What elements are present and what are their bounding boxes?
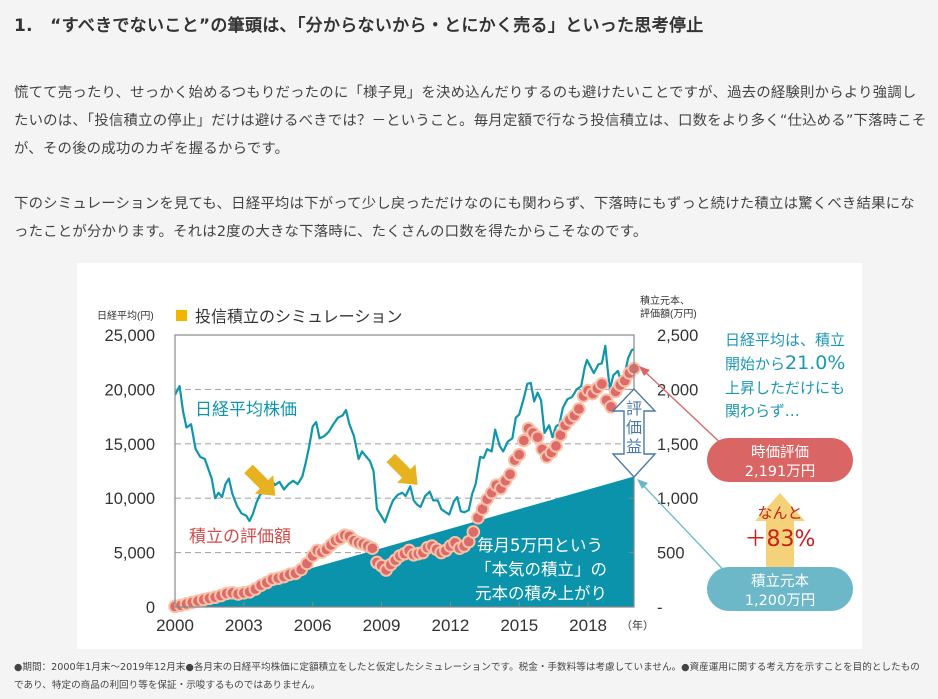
valuation-pointer-line [641, 368, 728, 450]
valuation-dot [503, 467, 517, 482]
simulation-chart: 日経平均(円) 投信積立のシミュレーション 積立元本、 評価額(万円) 25,0… [97, 294, 853, 635]
x-tick-label: 2018 [569, 616, 607, 635]
principal-label-line3: 元本の積み上がり [475, 584, 607, 603]
nikkei-note-line1: 日経平均は、積立 [725, 331, 845, 349]
x-tick-label: 2009 [363, 616, 401, 635]
left-tick-label: 20,000 [105, 381, 155, 399]
valuation-callout-value: 2,191万円 [745, 464, 816, 480]
gain-label-char2: 価 [626, 418, 642, 437]
nikkei-note: 日経平均は、積立 開始から21.0% 上昇しただけにも 関わらず… [725, 331, 845, 420]
principal-label-line1: 毎月5万円という [477, 536, 603, 555]
nikkei-note-line4: 関わらず… [725, 402, 800, 420]
nikkei-line [175, 344, 634, 524]
principal-pointer-line [639, 481, 735, 582]
nikkei-note-percent: 21.0% [785, 352, 845, 374]
nikkei-note-prefix: 開始から [725, 355, 785, 373]
nikkei-line-group [175, 344, 634, 524]
valuation-dot [572, 402, 586, 416]
down-arrows [244, 453, 418, 496]
valuation-dot [530, 430, 545, 445]
nikkei-note-line3: 上昇しただけにも [725, 379, 845, 397]
valuation-callout-title: 時価評価 [751, 444, 809, 461]
gain-label: 評 価 益 [626, 399, 642, 456]
right-tick-label: 2,500 [657, 327, 698, 345]
left-axis-title: 日経平均(円) [97, 309, 154, 322]
x-tick-label: 2012 [431, 616, 469, 635]
chart-card: 日経平均(円) 投信積立のシミュレーション 積立元本、 評価額(万円) 25,0… [77, 263, 862, 649]
down-arrow-icon [386, 453, 418, 485]
valuation-dot [549, 439, 563, 453]
principal-callout-title: 積立元本 [751, 573, 809, 590]
right-tick-label: 1,000 [657, 490, 698, 508]
principal-label-line2: 「本気の積立」の [475, 560, 607, 579]
principal-area-label: 毎月5万円という 「本気の積立」の 元本の積み上がり [475, 536, 607, 603]
right-axis-title-line2: 評価額(万円) [640, 307, 697, 320]
x-tick-label: 2006 [294, 616, 332, 635]
down-arrow-icon [244, 464, 276, 496]
right-tick-label: 2,000 [657, 381, 698, 399]
gain-double-arrow-icon [611, 387, 657, 479]
paragraph-2: 下のシミュレーションを見ても、日経平均は下がって少し戻っただけなのにも関わらず、… [14, 196, 915, 240]
valuation-series-label: 積立の評価額 [189, 527, 291, 547]
right-tick-label: 1,500 [657, 436, 698, 454]
principal-pointer-arrowhead-icon [637, 479, 648, 489]
increase-arrow-icon [755, 493, 805, 571]
valuation-dot [365, 541, 380, 556]
x-tick-label: 2015 [500, 616, 538, 635]
valuation-dot [517, 433, 531, 448]
valuation-dots-group [168, 361, 641, 614]
left-tick-label: 5,000 [114, 545, 155, 563]
chart-title: 投信積立のシミュレーション [195, 308, 402, 326]
legend-square-icon [176, 310, 187, 321]
right-axis-title-line1: 積立元本、 [640, 294, 690, 307]
valuation-dot [466, 525, 481, 539]
principal-callout [707, 567, 853, 611]
gain-text-nanto: なんと [757, 504, 802, 522]
axis-ticks: 25,000 20,000 15,000 10,000 5,000 0 2,500 2,000… [105, 327, 699, 635]
right-tick-label: - [657, 599, 663, 617]
nikkei-series-label: 日経平均株価 [195, 400, 297, 420]
left-tick-label: 0 [146, 599, 155, 617]
left-tick-label: 10,000 [105, 490, 155, 508]
right-tick-label: 500 [657, 545, 685, 563]
left-tick-label: 15,000 [105, 436, 155, 454]
x-tick-label: 2003 [225, 616, 263, 635]
valuation-callout [707, 438, 853, 482]
x-tick-label: 2000 [156, 616, 194, 635]
valuation-dot [512, 447, 527, 462]
gain-text-percent: ＋83% [745, 527, 816, 552]
gain-label-char3: 益 [626, 437, 642, 456]
paragraph-1: 慌てて売ったり、せっかく始めるつもりだったのに「様子見」を決め込んだりするのも避… [14, 85, 927, 157]
left-tick-label: 25,000 [105, 327, 155, 345]
principal-callout-value: 1,200万円 [745, 593, 816, 609]
section-heading: 1. “すべきでないこと”の筆頭は、「分からないから・とにかく売る」といった思考… [14, 16, 704, 36]
valuation-pointer-arrowhead-icon [639, 366, 650, 376]
down-arrow-shape [244, 464, 276, 496]
down-arrow-shape [386, 453, 418, 485]
nikkei-note-line2: 開始から21.0% [725, 352, 845, 374]
gain-label-char1: 評 [626, 399, 642, 418]
footnote: ●期間：2000年1月末～2019年12月末●各月末の日経平均株価に定額積立をし… [14, 662, 920, 691]
x-axis-unit: （年） [621, 618, 654, 632]
valuation-dot [595, 377, 609, 391]
